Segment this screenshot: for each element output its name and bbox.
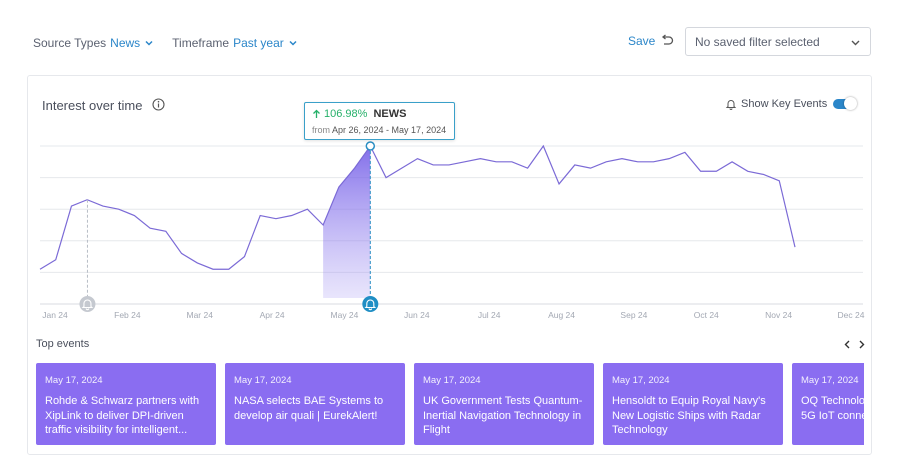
event-card[interactable]: May 17, 2024 OQ Technology to collaborat… [792, 363, 864, 445]
tooltip-range: Apr 26, 2024 - May 17, 2024 [332, 125, 447, 135]
event-card[interactable]: May 17, 2024 NASA selects BAE Systems to… [225, 363, 405, 445]
chevron-right-icon[interactable] [856, 339, 867, 350]
event-headline: OQ Technology to collaborate for 5G IoT … [801, 395, 864, 422]
chevron-down-icon [145, 40, 153, 46]
x-tick-label: Aug 24 [548, 310, 575, 320]
info-icon[interactable] [152, 98, 165, 111]
interest-chart: Jan 24 Feb 24 Mar 24 Apr 24 May 24 Jun 24 Jul … [39, 141, 865, 320]
filter-bar: Source Types News Timeframe Past year [33, 34, 316, 52]
bell-icon [364, 299, 377, 311]
save-button[interactable]: Save [628, 34, 656, 48]
x-tick-label: Jul 24 [478, 310, 501, 320]
x-tick-label: Dec 24 [838, 310, 865, 320]
source-types-label: Source Types [33, 36, 107, 50]
event-headline: Hensoldt to Equip Royal Navy's New Logis… [612, 395, 766, 436]
event-card[interactable]: May 17, 2024 Rohde & Schwarz partners wi… [36, 363, 216, 445]
chart-title: Interest over time [42, 98, 143, 113]
tooltip-from-label: from [312, 125, 330, 135]
event-card[interactable]: May 17, 2024 UK Government Tests Quantum… [414, 363, 594, 445]
chart-gridlines [40, 145, 863, 305]
x-tick-label: Nov 24 [765, 310, 792, 320]
event-date: May 17, 2024 [234, 375, 292, 386]
bell-icon [725, 100, 737, 110]
timeframe-value: Past year [233, 36, 284, 50]
bell-icon [81, 299, 94, 311]
key-events-toggle[interactable] [833, 97, 858, 110]
key-events-label: Show Key Events [741, 98, 828, 110]
event-date: May 17, 2024 [612, 375, 670, 386]
event-headline: NASA selects BAE Systems to develop air … [234, 395, 384, 422]
series-line [39, 144, 796, 270]
x-tick-label: Sep 24 [620, 310, 647, 320]
source-types-filter[interactable]: Source Types News [33, 36, 154, 50]
event-date: May 17, 2024 [45, 375, 103, 386]
tooltip-percent: 106.98% [324, 108, 368, 120]
event-date: May 17, 2024 [801, 375, 859, 386]
toggle-knob [844, 97, 858, 110]
chart-tooltip: 106.98% NEWS from Apr 26, 2024 - May 17,… [304, 102, 455, 140]
x-tick-label: Mar 24 [186, 310, 213, 320]
event-headline: UK Government Tests Quantum-Inertial Nav… [423, 395, 583, 436]
chevron-left-icon[interactable] [842, 339, 853, 350]
arrow-up-icon [313, 109, 320, 118]
highlight-area [323, 146, 371, 298]
event-card[interactable]: May 17, 2024 Hensoldt to Equip Royal Nav… [603, 363, 783, 445]
x-tick-label: Apr 24 [260, 310, 285, 320]
timeframe-label: Timeframe [172, 36, 230, 50]
event-date: May 17, 2024 [423, 375, 481, 386]
event-headline: Rohde & Schwarz partners with XipLink to… [45, 395, 200, 436]
saved-filter-placeholder: No saved filter selected [695, 34, 820, 49]
x-tick-label: Feb 24 [114, 310, 141, 320]
x-tick-label: Jun 24 [404, 310, 430, 320]
top-events-carousel: May 17, 2024 Rohde & Schwarz partners wi… [36, 363, 864, 445]
key-events-control: Show Key Events [725, 97, 858, 110]
chevron-down-icon [851, 40, 860, 46]
x-tick-label: May 24 [331, 310, 359, 320]
x-tick-label: Oct 24 [694, 310, 719, 320]
highlighted-point[interactable] [365, 141, 376, 151]
saved-filter-select[interactable]: No saved filter selected [685, 27, 871, 56]
undo-icon[interactable] [660, 34, 674, 48]
timeframe-filter[interactable]: Timeframe Past year [172, 36, 298, 50]
top-events-title: Top events [36, 338, 90, 350]
tooltip-series: NEWS [373, 108, 407, 120]
source-types-value: News [110, 36, 141, 50]
x-tick-label: Jan 24 [42, 310, 68, 320]
chevron-down-icon [289, 40, 297, 46]
